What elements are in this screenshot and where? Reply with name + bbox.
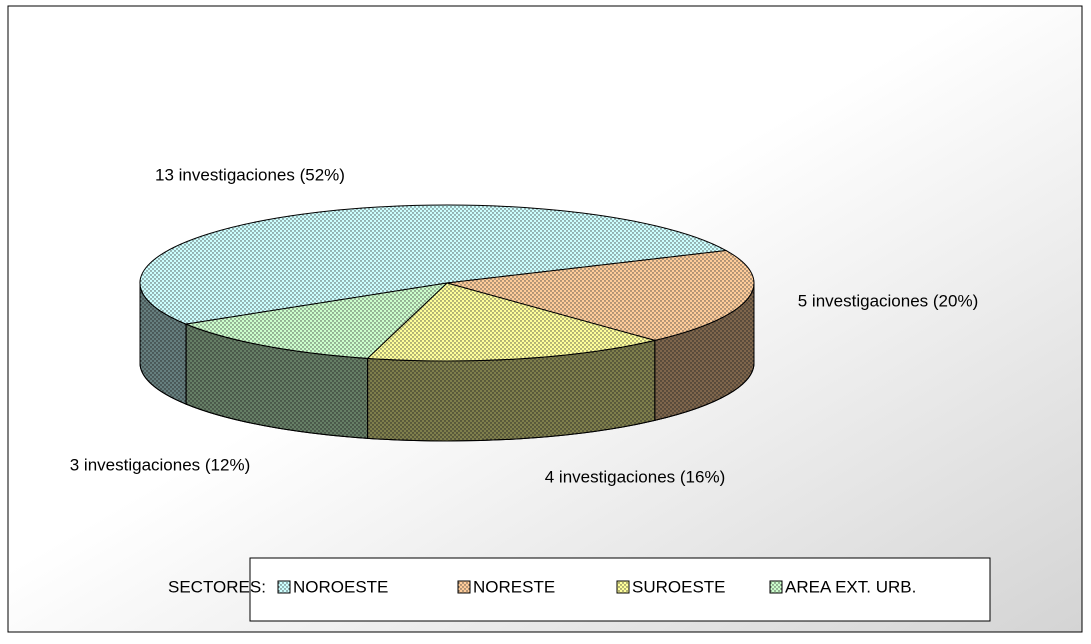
- legend-label: NOROESTE: [293, 577, 388, 596]
- slice: [139, 204, 728, 325]
- slice: [184, 282, 449, 359]
- legend-swatch: [457, 580, 471, 594]
- legend-label: NORESTE: [473, 577, 555, 596]
- legend-title: SECTORES:: [168, 577, 266, 596]
- legend-swatch: [616, 580, 630, 594]
- legend-label: AREA EXT. URB.: [785, 577, 916, 596]
- data-label: 4 investigaciones (16%): [545, 467, 725, 486]
- slice: [446, 250, 755, 341]
- data-label: 13 investigaciones (52%): [155, 165, 345, 184]
- slice: [366, 282, 655, 362]
- legend-swatch: [277, 580, 291, 594]
- legend-swatch: [769, 580, 783, 594]
- legend-label: SUROESTE: [632, 577, 726, 596]
- data-label: 3 investigaciones (12%): [70, 455, 250, 474]
- data-label: 5 investigaciones (20%): [798, 291, 978, 310]
